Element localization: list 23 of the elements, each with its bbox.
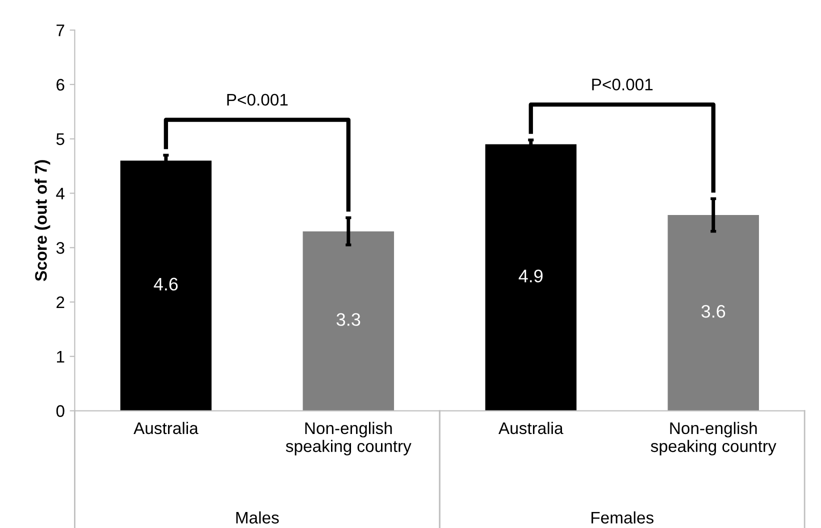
- x-tick-label: Non-english speaking country: [650, 422, 776, 456]
- data-label: 4.6: [154, 278, 178, 291]
- data-label: 4.9: [518, 270, 543, 282]
- text: Males: [236, 511, 279, 524]
- y-tick-label: 6: [56, 78, 64, 91]
- text: Females: [592, 511, 654, 524]
- y-tick-label: 1: [56, 350, 64, 362]
- annotation: P<0.001: [227, 94, 288, 106]
- data-label: 3.3: [336, 313, 360, 326]
- data-label: 3.6: [701, 304, 726, 318]
- x-tick-label: Australia: [498, 422, 564, 434]
- bar: [668, 215, 759, 411]
- y-tick-label: 5: [56, 133, 64, 146]
- y-tick-label: 7: [56, 24, 64, 36]
- x-tick-label: Non-english speaking country: [286, 422, 412, 456]
- y-tick-label: 0: [56, 405, 64, 417]
- y-tick-label: 3: [56, 242, 64, 254]
- y-tick-label: 2: [56, 296, 64, 308]
- x-tick-label: Australia: [134, 422, 198, 434]
- annotation: P<0.001: [592, 78, 653, 90]
- y-tick-label: 4: [56, 188, 64, 200]
- bar: [302, 231, 394, 411]
- y-axis-title: Score (out of 7): [34, 160, 50, 282]
